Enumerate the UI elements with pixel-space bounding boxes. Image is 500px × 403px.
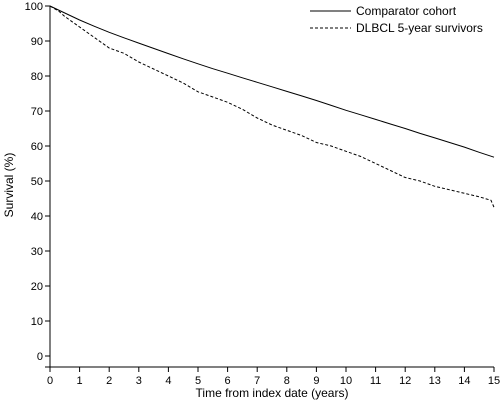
axes: [45, 6, 494, 368]
y-tick-label: 10: [31, 316, 43, 328]
y-tick-label: 100: [25, 1, 43, 13]
y-tick-label: 90: [31, 36, 43, 48]
x-tick-label: 6: [225, 375, 231, 387]
x-tick-label: 2: [106, 375, 112, 387]
x-tick-label: 11: [370, 375, 381, 387]
y-tick-label: 50: [31, 176, 43, 188]
x-tick-label: 13: [429, 375, 441, 387]
x-tick-label: 3: [136, 375, 142, 387]
legend-label-comparator: Comparator cohort: [356, 4, 457, 18]
x-tick-label: 7: [254, 375, 260, 387]
y-tick-label: 30: [31, 246, 43, 258]
x-tick-label: 10: [340, 375, 352, 387]
y-tick-label: 40: [31, 211, 43, 223]
y-tick-label: 20: [31, 281, 43, 293]
series-line-comparator: [49, 5, 495, 158]
x-tick-label: 14: [458, 375, 470, 387]
x-tick-label: 8: [284, 375, 290, 387]
x-tick-label: 1: [77, 375, 83, 387]
y-tick-label: 70: [31, 106, 43, 118]
x-tick-label: 4: [165, 375, 171, 387]
y-tick-label: 80: [31, 71, 43, 83]
x-tick-label: 5: [195, 375, 201, 387]
y-axis-label: Survival (%): [2, 153, 16, 218]
x-tick-label: 12: [399, 375, 411, 387]
y-tick-label: 0: [37, 351, 43, 363]
series-lines: [49, 5, 495, 208]
legend: Comparator cohort DLBCL 5-year survivors: [310, 4, 483, 35]
x-tick-label: 9: [313, 375, 319, 387]
y-tick-label: 60: [31, 141, 43, 153]
x-axis-label: Time from index date (years): [196, 386, 349, 400]
x-tick-label: 15: [488, 375, 500, 387]
series-line-dlbcl: [49, 5, 495, 208]
legend-label-dlbcl: DLBCL 5-year survivors: [356, 21, 483, 35]
x-tick-label: 0: [47, 375, 53, 387]
